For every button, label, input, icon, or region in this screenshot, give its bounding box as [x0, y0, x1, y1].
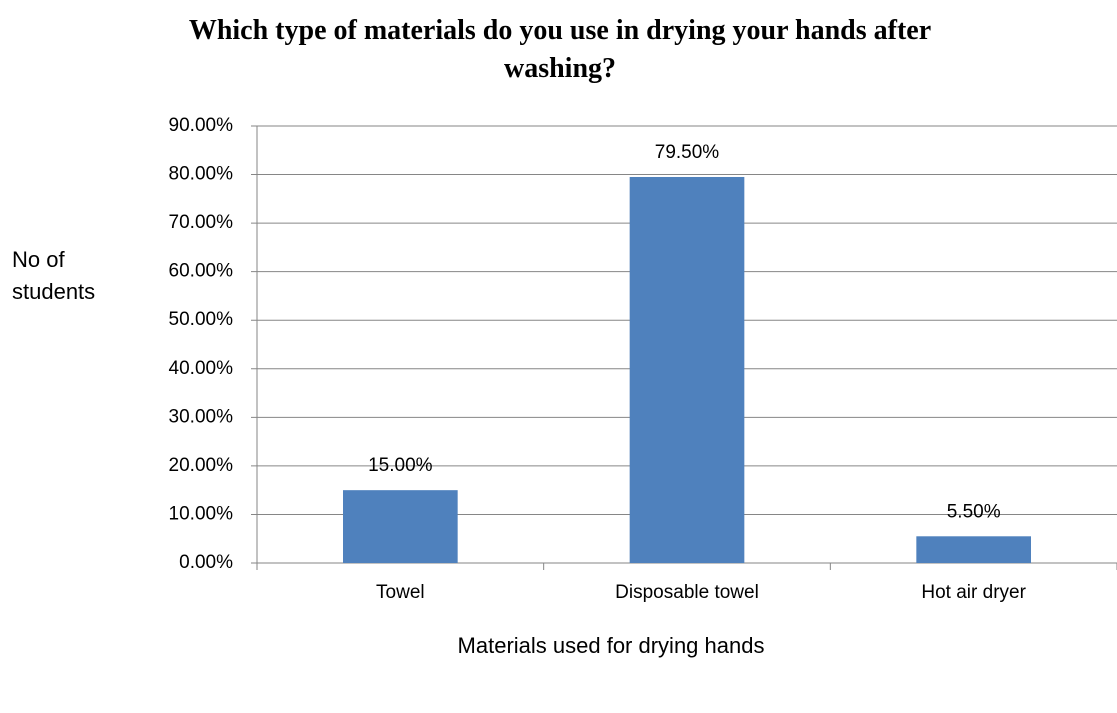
y-tick-label: 30.00% — [169, 406, 234, 427]
y-tick-label: 50.00% — [169, 309, 234, 330]
data-label: 15.00% — [368, 455, 433, 476]
bar — [343, 490, 458, 563]
data-label: 5.50% — [947, 501, 1001, 522]
y-tick-label: 40.00% — [169, 358, 234, 379]
y-tick-label: 80.00% — [169, 164, 234, 185]
bar — [629, 176, 745, 563]
x-tick-label: Towel — [376, 582, 425, 603]
y-tick-label: 0.00% — [179, 552, 233, 573]
y-tick-label: 90.00% — [169, 115, 234, 136]
y-axis-label: No of students — [12, 247, 96, 304]
x-axis-label: Materials used for drying hands — [458, 633, 765, 658]
x-tick-label: Hot air dryer — [921, 582, 1026, 603]
y-tick-label: 10.00% — [169, 503, 234, 524]
bar — [916, 536, 1031, 563]
y-tick-label: 60.00% — [169, 261, 234, 282]
y-tick-label: 20.00% — [169, 455, 234, 476]
data-label: 79.50% — [655, 142, 720, 163]
chart-title: Which type of materials do you use in dr… — [188, 15, 932, 84]
x-tick-label: Disposable towel — [615, 582, 759, 603]
y-tick-label: 70.00% — [169, 212, 234, 233]
